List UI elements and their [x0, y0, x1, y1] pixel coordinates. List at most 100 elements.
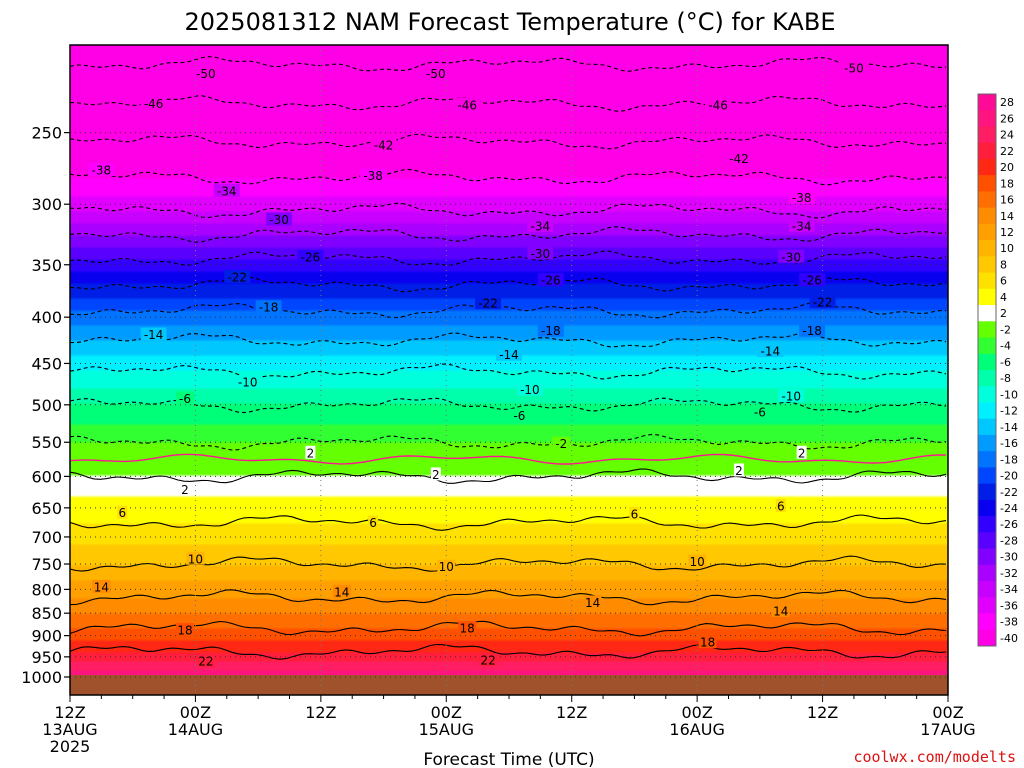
contour-label: -34 [217, 184, 237, 198]
isotherm-line [70, 332, 947, 348]
y-tick-label: 1000 [21, 668, 62, 687]
x-tick-label: 00Z [180, 703, 211, 722]
y-tick-label: 350 [31, 256, 62, 275]
contour-label-bg [88, 163, 115, 177]
freezing-line [70, 453, 947, 465]
isotherm-line [70, 250, 947, 266]
contour-label: -46 [144, 97, 164, 111]
contour-label-bg [583, 595, 602, 609]
contour-label: 2 [307, 446, 315, 460]
contour-label: -22 [227, 270, 247, 284]
chart-title: 2025081312 NAM Forecast Temperature (°C)… [185, 8, 836, 36]
contour-label-bg [629, 506, 640, 520]
isotherm-line [70, 589, 947, 606]
colorbar-label: 8 [1000, 258, 1007, 271]
colorbar-swatch [978, 402, 996, 420]
colorbar-swatch [978, 158, 996, 176]
contour-label: 18 [460, 622, 475, 636]
contour-label: -50 [426, 67, 446, 81]
contour-label: -10 [781, 390, 801, 404]
grid-lines [70, 45, 948, 695]
contour-label: 10 [188, 552, 203, 566]
contour-label: 14 [585, 596, 600, 610]
contour-label: -22 [813, 296, 833, 310]
colorbar-swatch [978, 581, 996, 598]
colorbar-swatch [978, 321, 996, 338]
contour-label-bg [305, 445, 316, 459]
colorbar-label: -22 [1000, 486, 1018, 499]
x-tick-label: 14AUG [168, 720, 223, 739]
contour-label-bg [799, 323, 826, 337]
colorbar-swatch [978, 175, 996, 192]
x-axis-label: Forecast Time (UTC) [423, 750, 594, 768]
colorbar-label: 10 [1000, 242, 1014, 255]
contour-label: -38 [92, 164, 112, 178]
colorbar-label: -16 [1000, 437, 1018, 450]
y-tick-label: 850 [31, 604, 62, 623]
contour-label: 6 [631, 507, 639, 521]
isotherm-line [70, 363, 947, 380]
y-tick-label: 550 [31, 433, 62, 452]
contour-label-bg [186, 551, 205, 565]
contour-label-bg [266, 212, 293, 226]
contour-label-bg [778, 249, 805, 263]
contour-label-bg [698, 635, 717, 649]
contour-label: -14 [761, 345, 781, 359]
contour-label-bg [175, 391, 194, 405]
contour-label: 6 [369, 516, 377, 530]
colorbar-swatch [978, 483, 996, 501]
contour-label: 6 [118, 506, 126, 520]
contour-label: -18 [541, 324, 561, 338]
colorbar-swatch [978, 386, 996, 403]
contour-label-bg [771, 603, 790, 617]
x-tick-label: 12Z [305, 703, 336, 722]
y-tick-label: 950 [31, 648, 62, 667]
x-tick-label: 16AUG [669, 720, 724, 739]
x-tick-label: 00Z [431, 703, 462, 722]
contour-label-bg [437, 559, 456, 573]
y-tick-label: 700 [31, 528, 62, 547]
colorbar-swatch [978, 613, 996, 631]
contour-label: -14 [144, 328, 164, 342]
contour-label: -46 [708, 98, 728, 112]
colorbar-swatch [978, 370, 996, 387]
x-tick-label: 17AUG [920, 720, 975, 739]
contour-labels: -50 -50 -50 -46 -46 -46 -42 -42 -38 -38 -38 -34 -34 -… [88, 60, 867, 668]
contour-label-bg [224, 269, 251, 283]
contour-label: -38 [792, 191, 812, 205]
ground-below-surface [70, 675, 948, 695]
colorbar-label: 22 [1000, 145, 1014, 158]
pressure-axis: 250 300 350 400 450 500 550 600 650 700 750 800 850 9… [21, 124, 70, 687]
colorbar-label: -14 [1000, 421, 1018, 434]
isotherm-line [70, 168, 947, 186]
colorbar-label: 2 [1000, 307, 1007, 320]
colorbar-swatch [978, 564, 996, 582]
colorbar-swatch [978, 532, 996, 549]
isotherm-lines [70, 56, 947, 660]
isotherm-line [70, 468, 947, 484]
colorbar-label: 18 [1000, 177, 1014, 190]
contour-label-bg [496, 347, 522, 361]
contour-label-bg [552, 436, 571, 450]
contour-label: 14 [773, 604, 788, 618]
contour-label-bg [92, 579, 111, 593]
colorbar-label: -26 [1000, 518, 1018, 531]
contour-label-bg [527, 218, 554, 232]
x-tick-label: 00Z [932, 703, 963, 722]
contour-label: 6 [777, 500, 785, 514]
colorbar-label: -30 [1000, 551, 1018, 564]
contour-label: -50 [844, 61, 864, 75]
contour-label: -38 [363, 169, 383, 183]
credit-text: coolwx.com/modelts [853, 748, 1016, 766]
colorbar-swatch [978, 223, 996, 241]
colorbar-label: -18 [1000, 453, 1018, 466]
contour-label-bg [422, 66, 449, 80]
contour-label-bg [705, 97, 732, 111]
colorbar-label: -28 [1000, 534, 1018, 547]
colorbar-swatch [978, 597, 996, 614]
colorbar-label: 6 [1000, 275, 1007, 288]
isotherm-line [70, 202, 947, 219]
colorbar-label: 16 [1000, 194, 1014, 207]
colorbar-swatch [978, 629, 996, 647]
contour-label-bg [537, 323, 564, 337]
